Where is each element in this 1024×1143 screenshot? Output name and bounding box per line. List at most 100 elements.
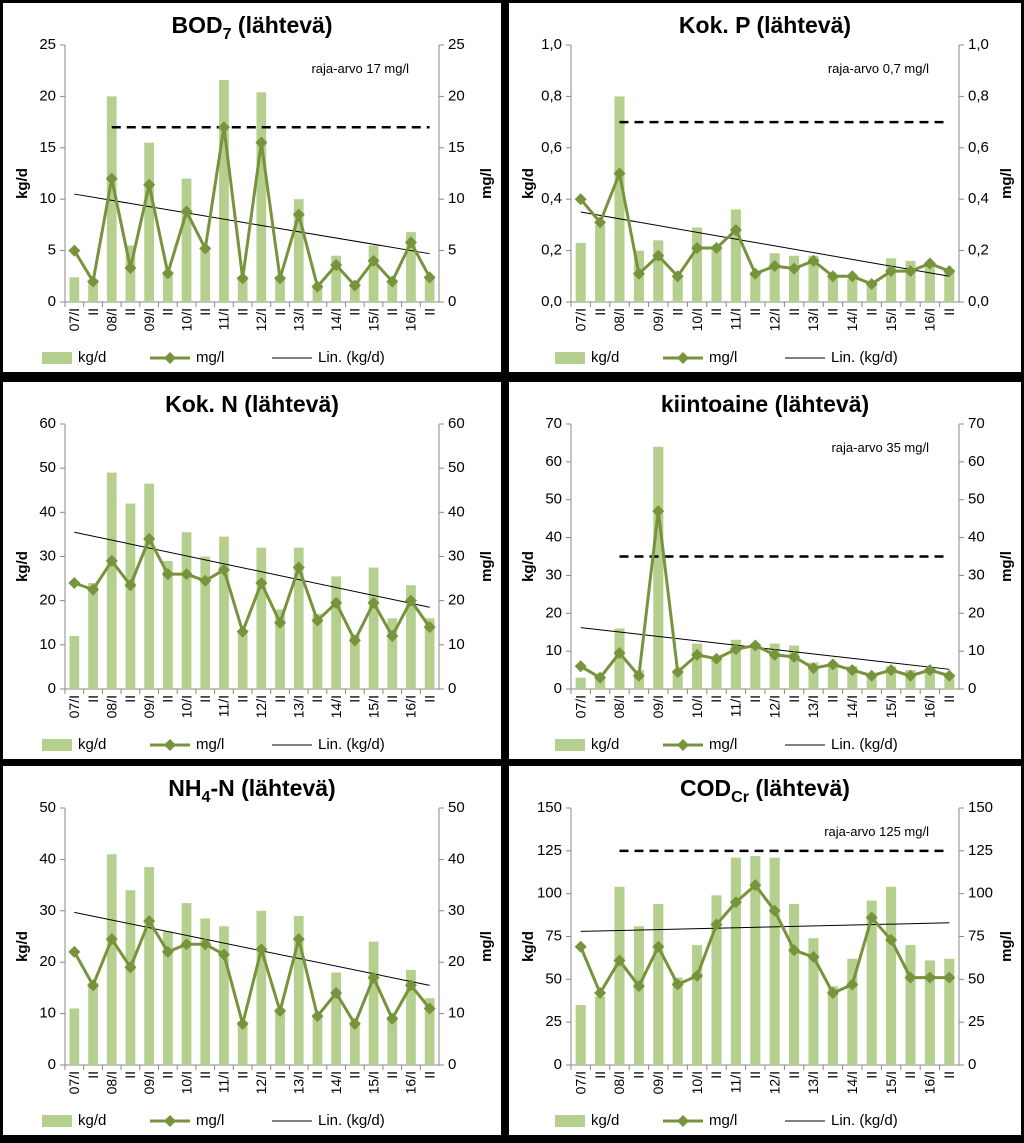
marker xyxy=(574,940,587,953)
x-tick-label: II xyxy=(309,308,325,316)
x-tick-label: II xyxy=(234,308,250,316)
marker xyxy=(710,242,723,255)
chart-panel: NH4-N (lähtevä) 0 10 20 30 40 50 0 10 20 30 40 50 kg/… xyxy=(3,766,501,1135)
marker xyxy=(386,1012,399,1025)
title-text: Kok. N (lähtevä) xyxy=(165,391,339,417)
y2-tick-label: 40 xyxy=(968,529,985,546)
bar xyxy=(866,900,877,1065)
x-tick-label: II xyxy=(669,1071,685,1079)
x-tick-label: II xyxy=(85,308,101,316)
limit-label: raja-arvo 0,7 mg/l xyxy=(828,61,929,76)
x-tick-label: 10/I xyxy=(178,1071,194,1094)
y2-tick-label: 20 xyxy=(448,953,465,970)
x-tick-label: II xyxy=(234,1071,250,1079)
bar xyxy=(349,281,360,302)
bar xyxy=(905,945,916,1065)
y2-tick-label: 60 xyxy=(968,453,985,470)
x-tick-label: II xyxy=(631,308,647,316)
marker xyxy=(199,938,212,951)
marker xyxy=(87,583,100,596)
bar xyxy=(808,255,819,302)
x-tick-label: 11/I xyxy=(728,695,744,717)
marker xyxy=(386,275,399,288)
x-tick-label: 07/I xyxy=(572,695,588,718)
bar xyxy=(847,278,858,302)
legend-label: Lin. (kg/d) xyxy=(831,349,898,366)
marker xyxy=(768,260,781,273)
x-tick-label: II xyxy=(592,1071,608,1079)
bar xyxy=(368,245,379,302)
bar xyxy=(575,242,586,302)
y2-tick-label: 10 xyxy=(448,190,465,207)
legend-swatch xyxy=(164,352,176,364)
bar xyxy=(106,96,117,303)
marker xyxy=(292,561,305,574)
marker xyxy=(348,1017,361,1030)
marker xyxy=(180,568,193,581)
y-axis-title: kg/d xyxy=(520,931,537,962)
chart-panel: Kok. P (lähtevä) 0,0 0,2 0,4 0,6 0,8 1,0 0,0 0,2… xyxy=(509,3,1021,372)
x-tick-label: II xyxy=(631,695,647,703)
y-tick-label: 20 xyxy=(545,604,562,621)
y2-tick-label: 15 xyxy=(448,139,465,156)
x-tick-label: II xyxy=(272,308,288,316)
bar xyxy=(406,585,416,689)
bar xyxy=(349,1021,360,1065)
bar xyxy=(181,178,192,302)
bar xyxy=(88,281,98,302)
x-tick-label: 13/I xyxy=(805,1071,821,1094)
y-tick-label: 50 xyxy=(545,970,562,987)
marker xyxy=(161,568,174,581)
marker xyxy=(729,224,742,237)
x-tick-label: 15/I xyxy=(883,695,899,718)
marker xyxy=(274,1005,287,1018)
marker xyxy=(729,896,742,909)
y2-tick-label: 30 xyxy=(448,902,465,919)
y-tick-label: 0,0 xyxy=(541,293,562,310)
x-tick-label: 08/I xyxy=(103,695,119,718)
bar xyxy=(387,1016,398,1065)
y-tick-label: 60 xyxy=(39,415,56,432)
y2-tick-label: 30 xyxy=(968,566,985,583)
bar xyxy=(256,92,267,303)
y2-tick-label: 0 xyxy=(448,680,456,697)
marker xyxy=(292,208,305,221)
title-subscript: 7 xyxy=(223,26,232,43)
y-tick-label: 0,2 xyxy=(541,242,562,259)
y2-tick-label: 125 xyxy=(968,842,993,859)
marker xyxy=(574,660,587,673)
marker xyxy=(923,664,936,677)
x-tick-label: 08/I xyxy=(611,1071,627,1094)
marker xyxy=(671,978,684,991)
y-tick-label: 25 xyxy=(545,1013,562,1030)
x-tick-label: II xyxy=(708,1071,724,1079)
marker xyxy=(274,272,287,285)
bar xyxy=(312,1016,323,1065)
bar xyxy=(750,855,761,1065)
legend-label: kg/d xyxy=(78,1112,106,1129)
marker xyxy=(161,945,174,958)
y-tick-label: 30 xyxy=(545,566,562,583)
x-tick-label: II xyxy=(747,308,763,316)
x-tick-label: II xyxy=(347,308,363,316)
marker xyxy=(943,265,956,278)
bar xyxy=(293,547,304,689)
chart-title: NH4-N (lähtevä) xyxy=(168,775,335,806)
marker xyxy=(710,652,723,665)
y2-tick-label: 50 xyxy=(968,491,985,508)
x-tick-label: 12/I xyxy=(253,695,269,718)
x-tick-label: 15/I xyxy=(883,308,899,331)
bar xyxy=(219,926,229,1065)
x-tick-label: II xyxy=(825,1071,841,1079)
title-text: NH xyxy=(168,775,201,801)
title-text: (lähtevä) xyxy=(749,775,850,801)
bar xyxy=(692,945,703,1065)
x-tick-label: 13/I xyxy=(805,695,821,718)
bar xyxy=(69,277,80,302)
trend-line xyxy=(74,911,430,986)
y2-tick-label: 1,0 xyxy=(968,36,989,53)
panel-background xyxy=(3,3,501,372)
y2-tick-label: 0,4 xyxy=(968,190,989,207)
x-tick-label: 09/I xyxy=(650,308,666,331)
y2-tick-label: 50 xyxy=(448,459,465,476)
